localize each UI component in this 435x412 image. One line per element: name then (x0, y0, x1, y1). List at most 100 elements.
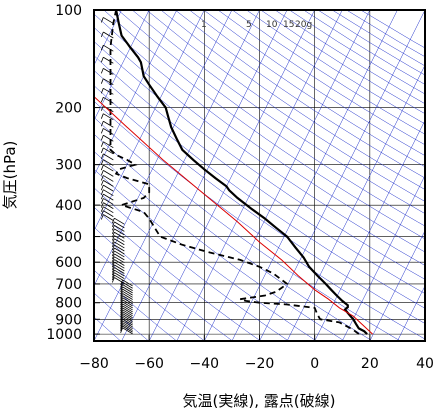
wind-barb (114, 272, 125, 279)
y-tick-label: 800 (55, 296, 82, 312)
wind-barb (103, 31, 114, 39)
wind-barb-flag (111, 269, 115, 276)
parcel-line (94, 96, 373, 335)
dry-adiabat-line (175, 10, 425, 179)
wind-barb (114, 261, 125, 269)
wind-barb-flag (111, 244, 115, 251)
y-tick-label: 400 (55, 198, 82, 214)
wind-barb-flag (100, 121, 104, 127)
dry-adiabat-line (117, 10, 425, 227)
y-tick-label: 600 (55, 255, 82, 271)
dry-adiabat-line (132, 10, 425, 214)
wind-barb-flag (111, 272, 115, 278)
isotherm-line (342, 174, 425, 341)
isotherm-line (94, 10, 177, 177)
wind-barb (103, 68, 114, 75)
dry-adiabat-line (94, 226, 233, 341)
x-axis-title: 気温(実線), 露点(破線) (183, 392, 336, 410)
wind-barb-flag (120, 288, 123, 295)
wind-barb-flag (120, 303, 123, 310)
wind-barb-flag (111, 264, 115, 271)
dry-adiabat-line (94, 27, 425, 266)
profile-series (94, 10, 373, 335)
wind-barb-flag (111, 262, 115, 268)
wind-barb (122, 279, 133, 287)
wind-barb (114, 238, 125, 246)
mixing-ratio-label: 10 (266, 20, 278, 30)
wind-barb-flag (120, 279, 123, 286)
wind-barb (122, 316, 133, 324)
wind-barb-flag (111, 228, 115, 235)
wind-barb (103, 141, 114, 149)
y-tick-label: 500 (55, 230, 82, 246)
wind-barb (114, 264, 125, 272)
wind-barb (103, 153, 114, 161)
wind-barb-flag (120, 324, 123, 330)
wind-barb-flag (120, 282, 123, 288)
wind-barb-flag (120, 309, 123, 315)
wind-barb-flag (100, 105, 104, 111)
wind-barb-flag (100, 147, 104, 154)
mixing-ratio-label: 1 (201, 20, 207, 30)
wind-barb (103, 134, 114, 142)
wind-barb-flag (120, 318, 123, 325)
isotherm-line (231, 10, 398, 341)
wind-barb (114, 247, 125, 255)
wind-barb (103, 202, 114, 209)
wind-barb-flag (111, 250, 115, 257)
y-tick-label: 700 (55, 277, 82, 293)
x-tick-label: 40 (416, 356, 434, 372)
dry-adiabat-line (94, 269, 177, 341)
wind-barb (114, 256, 125, 264)
isotherm-line (369, 230, 425, 341)
isotherm-line (286, 64, 425, 341)
wind-barb (114, 250, 125, 258)
wind-barb-flag (100, 170, 104, 176)
wind-barb (103, 87, 114, 95)
dry-adiabat-line (160, 10, 425, 190)
wind-barb-flag (120, 311, 123, 317)
wind-barb (114, 231, 125, 239)
dry-adiabat-line (94, 168, 317, 341)
dry-adiabat-line (94, 133, 373, 341)
wind-barb (103, 113, 114, 121)
wind-barb-flag (100, 128, 104, 134)
wind-barb-flag (100, 189, 104, 195)
mixing-ratio-label: 15 (283, 20, 294, 30)
wind-barb-flag (100, 193, 104, 200)
wind-barb (122, 305, 133, 313)
wind-barb (103, 184, 114, 192)
wind-barb (122, 309, 133, 317)
wind-barb-flag (120, 307, 123, 314)
isotherm-line (148, 10, 315, 341)
wind-barb-flag (100, 31, 104, 38)
wind-barb-flag (120, 325, 123, 332)
wind-barb (103, 164, 114, 172)
isotherm-line (94, 10, 150, 121)
wind-barb (103, 147, 114, 155)
wind-barb-flag (100, 17, 104, 23)
wind-barb (122, 322, 133, 330)
wind-barb-flag (100, 97, 104, 103)
wind-barb (122, 325, 133, 333)
wind-barb-flag (100, 88, 104, 94)
wind-barb-flag (111, 221, 115, 227)
dry-adiabat-line (94, 13, 425, 253)
dry-adiabat-line (94, 316, 121, 341)
mixing-ratio-label: 5 (246, 20, 252, 30)
wind-barb (122, 320, 133, 328)
x-tick-label: −20 (245, 356, 275, 372)
dry-adiabat-line (189, 10, 425, 168)
wind-barb (114, 253, 125, 261)
dry-adiabat-line (94, 85, 425, 324)
wind-barb-flag (111, 232, 115, 238)
wind-barb-flag (120, 327, 123, 333)
wind-barb (122, 303, 133, 311)
wind-barb-flag (100, 180, 104, 186)
isotherm-line (204, 10, 371, 341)
wind-barb (103, 56, 114, 64)
x-tick-label: 0 (310, 356, 319, 372)
wind-barb-flag (100, 153, 104, 160)
wind-barb-flag (120, 313, 123, 319)
